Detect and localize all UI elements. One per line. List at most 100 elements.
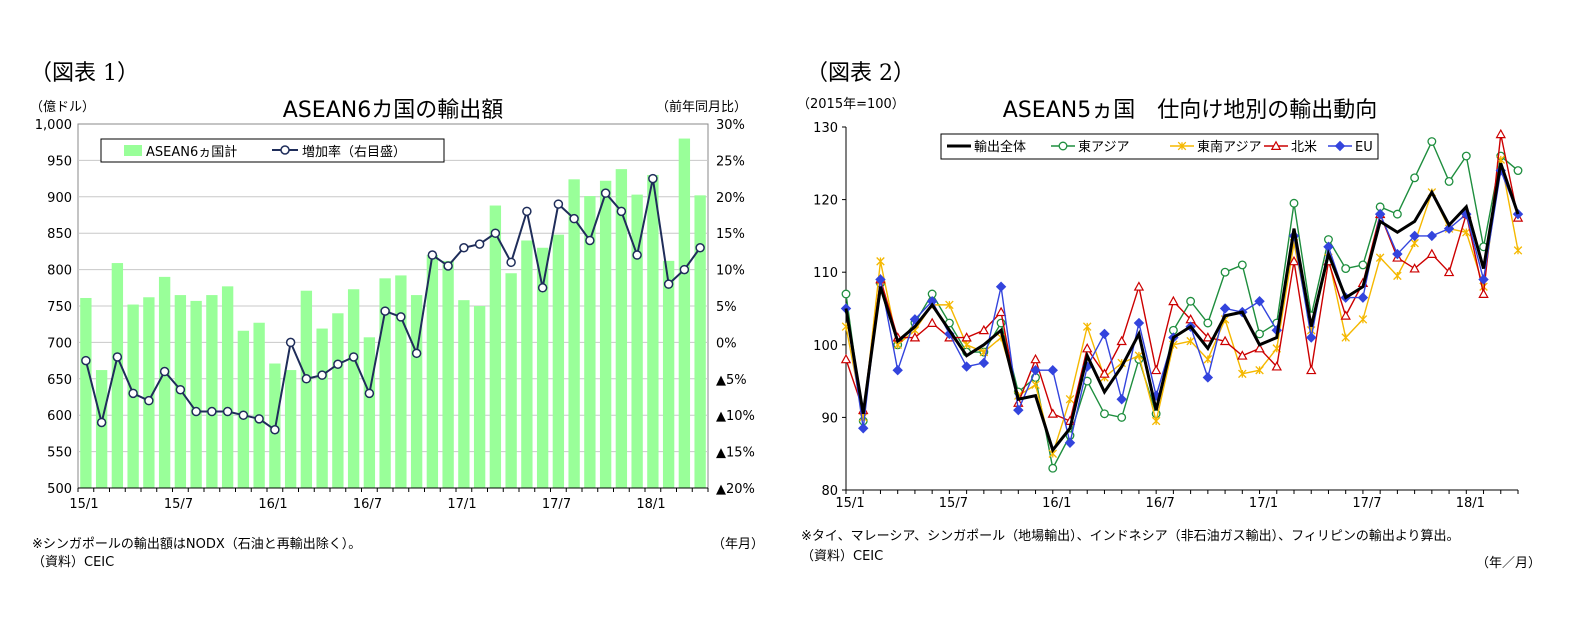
right-series-point (1478, 288, 1489, 298)
left-y2-tick-label: 0% (716, 336, 737, 351)
left-x-tick-label: 17/7 (542, 497, 571, 512)
left-x-tick-label: 15/7 (164, 497, 193, 512)
right-series-point (1393, 271, 1402, 281)
right-legend: 輸出全体 東アジア 東南アジア 北米 EU (940, 133, 1379, 160)
right-series-point (1375, 253, 1385, 262)
right-series-point (962, 340, 971, 350)
right-series-point (1340, 310, 1351, 320)
right-series-line (844, 162, 1520, 454)
left-y-tick-label: 850 (47, 227, 72, 242)
left-growth-point (317, 370, 327, 380)
legend-bar-swatch (124, 145, 142, 156)
left-y2-tick-label: ▲10% (716, 409, 755, 424)
right-x-tick-label: 17/1 (1249, 496, 1278, 511)
right-series-point (1133, 317, 1145, 329)
right-series-point (1513, 246, 1523, 255)
right-legend-label: EU (1355, 140, 1373, 155)
left-bar (505, 273, 517, 488)
left-growth-line (84, 178, 701, 432)
legend-bar-label: ASEAN6ヵ国計 (146, 144, 237, 160)
left-y-tick-label: 700 (47, 336, 72, 351)
left-y2-tick-label: 5% (716, 300, 737, 315)
right-series-point (1341, 333, 1350, 342)
right-series-point (1374, 208, 1386, 220)
right-series-point (1495, 128, 1506, 139)
left-bar (426, 255, 439, 488)
left-bar (111, 263, 124, 488)
left-bar (284, 370, 297, 488)
right-legend-marker (1177, 141, 1187, 151)
right-series-point (909, 332, 921, 342)
left-y2-tick-label: ▲5% (716, 373, 747, 388)
right-series-point (1358, 260, 1368, 270)
right-series-point (1099, 328, 1110, 340)
right-series-point (1047, 408, 1058, 418)
left-y2-tick-label: 20% (716, 191, 745, 206)
right-series-point (1099, 368, 1110, 378)
left-bar (347, 289, 360, 488)
left-growth-point (81, 355, 91, 366)
right-series-point (1427, 137, 1437, 146)
right-series-line (845, 159, 1519, 457)
right-series-point (1151, 416, 1161, 426)
right-x-tick-label: 15/7 (939, 496, 968, 511)
right-series-point (1117, 412, 1127, 422)
left-y-tick-label: 650 (47, 373, 72, 388)
right-series-point (978, 324, 990, 335)
left-growth-point (679, 264, 690, 275)
right-series-point (1186, 296, 1196, 306)
right-x-tick-label: 16/1 (1042, 496, 1071, 511)
right-series-point (1134, 351, 1144, 360)
legend-line-label: 増加率（右目盛） (302, 144, 406, 160)
left-y-tick-label: 550 (47, 446, 72, 461)
left-bar (599, 180, 612, 488)
left-y-tick-label: 750 (47, 300, 72, 315)
left-y2-tick-label: ▲15% (716, 446, 755, 461)
right-series-point (892, 365, 903, 376)
right-series-point (1426, 248, 1438, 259)
right-plot-area: 80 90 100 110 120 130 15/1 15/7 16/1 16/7 17/1 17/7… (813, 121, 1524, 511)
left-bar (253, 322, 265, 488)
right-series-point (1013, 404, 1024, 416)
left-growth-point (506, 257, 516, 268)
right-series-point (1357, 292, 1369, 303)
right-series-point (1410, 173, 1420, 183)
left-growth-point (270, 425, 280, 435)
left-y-tick-label: 950 (47, 154, 72, 169)
right-series-point (1341, 264, 1351, 274)
left-growth-point (569, 213, 579, 224)
right-chart-title: ASEAN5ヵ国 仕向け地別の輸出動向 (1003, 98, 1377, 123)
left-bar (584, 196, 596, 488)
left-bar (363, 337, 376, 488)
right-legend-label: 輸出全体 (974, 139, 1026, 155)
right-legend-label: 東アジア (1078, 139, 1129, 155)
right-x-tick-label: 18/1 (1456, 496, 1485, 511)
left-bar (410, 295, 423, 488)
right-y-unit: （2015年=100） (797, 97, 905, 112)
right-series-point (876, 257, 885, 266)
left-growth-point (600, 188, 611, 198)
right-series-point (1461, 151, 1471, 161)
left-bar (552, 234, 565, 488)
left-legend: ASEAN6ヵ国計 増加率（右目盛） (100, 138, 445, 163)
left-bar (631, 194, 643, 488)
right-series-point (995, 306, 1007, 317)
right-series-point (1030, 353, 1041, 364)
left-growth-point (459, 243, 469, 253)
left-bar (395, 275, 407, 488)
right-series-point (1065, 394, 1075, 404)
left-bar (473, 306, 486, 488)
right-series-point (1186, 336, 1195, 346)
right-series-point (1203, 355, 1213, 364)
left-bar (442, 260, 454, 488)
right-legend-marker (1058, 141, 1068, 151)
left-bar (615, 169, 628, 489)
left-x-tick-label: 16/1 (258, 497, 287, 512)
right-series-point (1203, 318, 1213, 328)
right-series-point (1255, 329, 1264, 339)
right-series-point (1392, 209, 1402, 219)
right-y-tick-label: 100 (813, 339, 838, 354)
right-series-point (1426, 230, 1438, 242)
right-series-point (978, 357, 990, 369)
left-chart-title: ASEAN6カ国の輸出額 (283, 98, 503, 123)
